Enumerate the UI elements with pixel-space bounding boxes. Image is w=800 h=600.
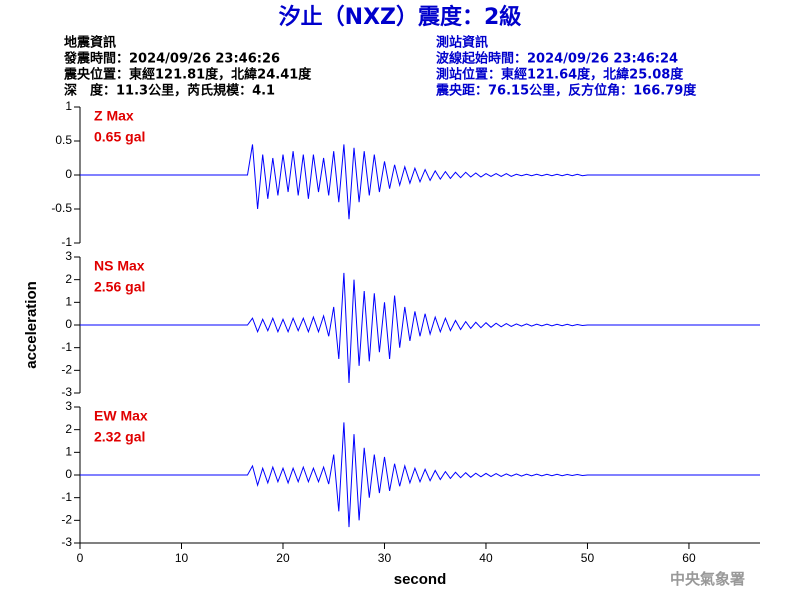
y-tick-label: 2 [65,422,72,436]
annotation: NS Max [94,258,145,274]
y-tick-label: -3 [61,535,72,549]
event-line: 深 度：11.3公里，芮氏規模：4.1 [64,83,275,99]
event-line: 發震時間：2024/09/26 23:46:26 [63,51,280,67]
y-tick-label: -3 [61,385,72,399]
annotation: 2.56 gal [94,279,145,295]
station-line: 波線起始時間：2024/09/26 23:46:24 [436,51,678,67]
event-heading: 地震資訊 [64,35,116,51]
y-tick-label: 3 [65,399,72,413]
x-tick-label: 60 [682,551,696,565]
y-tick-label: 1 [65,99,72,113]
x-tick-label: 20 [276,551,290,565]
y-tick-label: 1 [65,445,72,459]
x-axis-label: second [394,571,447,588]
x-tick-label: 30 [378,551,392,565]
x-tick-label: 0 [77,551,84,565]
y-tick-label: -1 [61,340,72,354]
y-tick-label: 0.5 [55,133,72,147]
y-tick-label: -1 [61,235,72,249]
waveform [80,144,760,220]
annotation: 0.65 gal [94,129,145,145]
y-tick-label: -1 [61,490,72,504]
y-tick-label: 0 [65,317,72,331]
station-line: 震央距：76.15公里，反方位角：166.79度 [435,83,697,99]
y-tick-label: -2 [61,513,72,527]
annotation: EW Max [94,408,148,424]
x-tick-label: 10 [175,551,189,565]
waveform [80,422,760,528]
y-tick-label: 0 [65,467,72,481]
y-tick-label: 3 [65,249,72,263]
footer: 中央氣象署 [670,570,745,588]
annotation: 2.32 gal [94,429,145,445]
y-axis-label: acceleration [23,281,40,369]
y-tick-label: 0 [65,167,72,181]
waveform [80,272,760,384]
y-tick-label: 2 [65,272,72,286]
annotation: Z Max [94,108,134,124]
station-heading: 測站資訊 [436,35,488,51]
y-tick-label: 1 [65,295,72,309]
y-tick-label: -2 [61,363,72,377]
station-line: 測站位置：東經121.64度，北緯25.08度 [436,67,684,83]
y-tick-label: -0.5 [51,201,72,215]
x-tick-label: 50 [581,551,595,565]
chart-title: 汐止（NXZ）震度：2級 [279,4,522,30]
x-tick-label: 40 [479,551,493,565]
event-line: 震央位置：東經121.81度，北緯24.41度 [63,67,312,83]
